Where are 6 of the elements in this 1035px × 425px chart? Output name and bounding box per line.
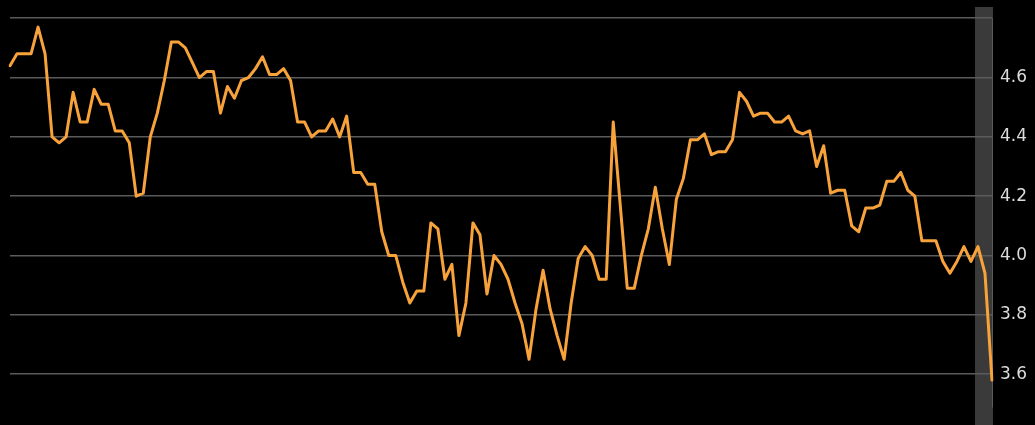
y-tick-label: 4.2 bbox=[1000, 184, 1028, 205]
y-tick-label: 4.6 bbox=[1000, 65, 1028, 86]
y-tick-label: 4.4 bbox=[1000, 125, 1028, 146]
y-tick-label: 3.8 bbox=[1000, 303, 1028, 324]
y-tick-label: 3.6 bbox=[1000, 362, 1028, 383]
y-tick-label: 4.0 bbox=[1000, 243, 1028, 264]
